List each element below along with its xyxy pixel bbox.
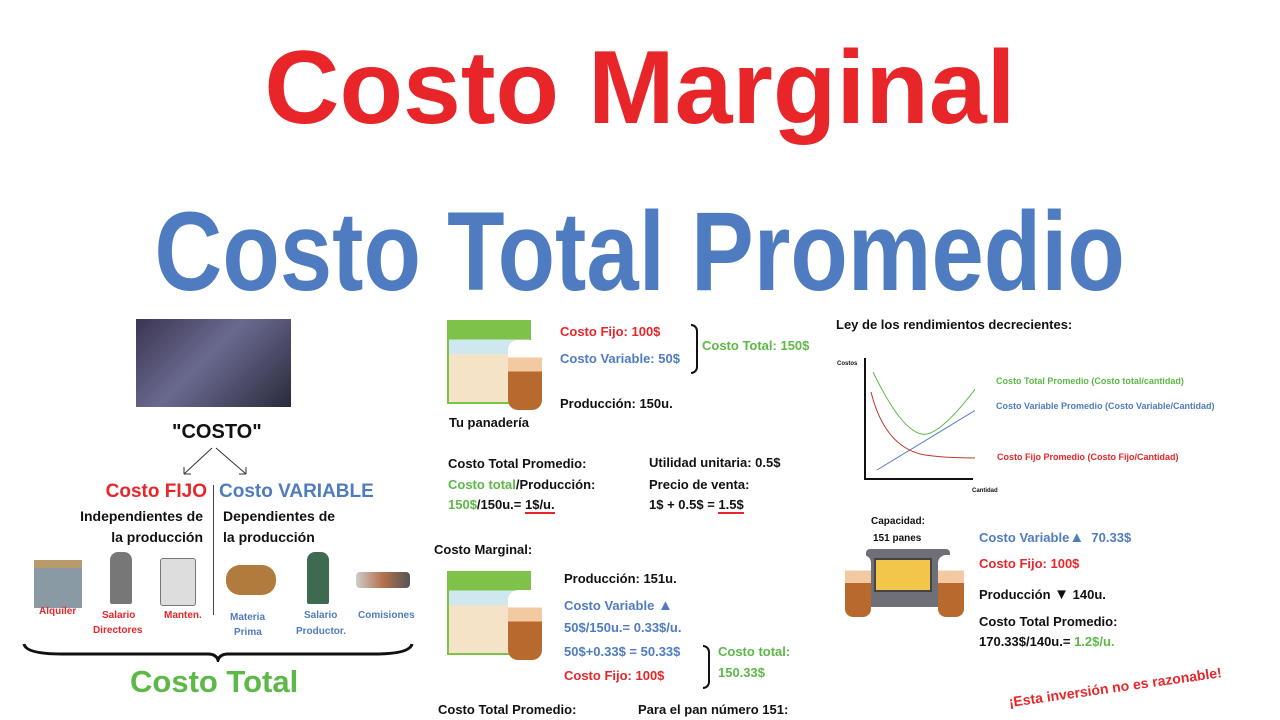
triangle-down-icon: ▼ <box>1054 586 1069 603</box>
costo-variable: Costo Variable: 50$ <box>560 351 680 366</box>
item-salario-productor: Productor. <box>296 626 347 637</box>
precio: Precio de venta: <box>649 477 750 492</box>
variable-desc: Dependientes de <box>223 508 336 524</box>
costo-total-label: Costo Total <box>130 664 299 699</box>
logs-icon <box>226 565 276 595</box>
triangle-up-icon: ▲ <box>1069 529 1085 546</box>
divider <box>213 485 214 615</box>
ctp-title: Costo Total Promedio: <box>979 614 1118 629</box>
legend-cfp: Costo Fijo Promedio (Costo Fijo/Cantidad… <box>997 452 1179 462</box>
store-icon <box>34 560 82 608</box>
costo-label: "COSTO" <box>172 421 262 443</box>
formula-part: Costo total <box>448 477 516 492</box>
fijo-desc: la producción <box>111 529 203 545</box>
brace <box>22 643 414 662</box>
item-salario-directores: Directores <box>93 625 143 636</box>
item-comisiones: Comisiones <box>358 610 415 621</box>
item-materia-prima: Materia <box>230 612 266 623</box>
produccion-down: Producción ▼ 140u. <box>979 586 1106 603</box>
item-salario-directores: Salario <box>102 610 136 621</box>
item-salario-productor: Salario <box>304 610 338 621</box>
photo <box>136 319 291 407</box>
formula-part: /150u.= <box>476 497 525 512</box>
chart-axes <box>864 358 973 480</box>
item-materia-prima: Prima <box>234 627 262 638</box>
title-costo-total-promedio-wrap: Costo Total Promedio <box>0 196 1280 308</box>
curve-ctp <box>872 371 975 435</box>
utilidad: Utilidad unitaria: 0.5$ <box>649 455 781 470</box>
title-costo-marginal: Costo Marginal <box>264 30 1016 146</box>
costo-total-2: 150.33$ <box>718 665 765 680</box>
costo-fijo-title: Costo FIJO <box>105 481 207 502</box>
item-alquiler: Alquiler <box>39 606 77 617</box>
formula-part: 170.33$/140u.= <box>979 634 1075 649</box>
triangle-up-icon: ▲ <box>657 597 673 614</box>
capacidad: 151 panes <box>873 533 922 544</box>
baker-icon <box>845 555 871 617</box>
worker-icon <box>307 552 329 604</box>
formula-part: /Producción: <box>515 477 596 492</box>
value: 140u. <box>1072 587 1106 602</box>
formula-result: 1$/u. <box>524 497 555 514</box>
var-formula: 50$+0.33$ = 50.33$ <box>564 644 681 659</box>
capacidad: Capacidad: <box>871 516 925 527</box>
shop-label: Tu panadería <box>449 415 529 430</box>
costo-fijo-2: Costo Fijo: 100$ <box>564 668 665 683</box>
curve-cvp <box>876 409 975 471</box>
costo-variable-title: Costo VARIABLE <box>219 481 374 502</box>
label: Costo Variable <box>564 598 655 613</box>
produccion: Producción: 150u. <box>560 396 673 411</box>
branch-arrows <box>183 447 247 475</box>
costo-total: Costo Total: 150$ <box>702 338 810 353</box>
ley-title: Ley de los rendimientos decrecientes: <box>836 317 1073 332</box>
costo-total-2: Costo total: <box>718 644 791 659</box>
warning-text: ¡Esta inversión no es razonable! <box>1007 664 1223 711</box>
formula-part: 1$ + 0.5$ = <box>649 497 719 512</box>
costo-variable-up: Costo Variable ▲ <box>564 597 673 614</box>
label: Costo Variable <box>979 530 1070 545</box>
baker-icon <box>508 340 542 410</box>
fijo-desc: Independientes de <box>80 508 203 524</box>
ctp-title: Costo Total Promedio: <box>448 456 587 471</box>
legend-ctp: Costo Total Promedio (Costo total/cantid… <box>996 376 1184 386</box>
title-costo-total-promedio: Costo Total Promedio <box>154 189 1126 314</box>
brace <box>691 324 698 374</box>
legend-cvp: Costo Variable Promedio (Costo Variable/… <box>996 401 1215 411</box>
chart-ylabel: Costos <box>837 361 858 367</box>
brace <box>703 645 710 689</box>
ctp-result: 150$/150u.= 1$/u. <box>448 497 555 514</box>
baker-icon <box>508 590 542 660</box>
ctp-formula: 170.33$/140u.= 1.2$/u. <box>979 634 1115 650</box>
value: 70.33$ <box>1091 530 1132 545</box>
precio-formula: 1$ + 0.5$ = 1.5$ <box>649 497 744 514</box>
costo-marginal-title: Costo Marginal: <box>434 542 533 557</box>
costo-fijo: Costo Fijo: 100$ <box>560 324 661 339</box>
formula-result: 1.2$/u. <box>1074 634 1115 649</box>
costo-variable-up: Costo Variable▲ 70.33$ <box>979 529 1131 546</box>
variable-desc: la producción <box>223 529 315 545</box>
produccion-151: Producción: 151u. <box>564 571 677 586</box>
businessman-icon <box>110 552 132 604</box>
baker-icon <box>938 555 964 617</box>
pan-151: Para el pan número 151: <box>638 702 789 717</box>
formula-part: 150$ <box>448 497 477 512</box>
cost-curves-chart <box>864 358 975 480</box>
curve-cfp <box>870 391 975 459</box>
label: Producción <box>979 587 1051 602</box>
oven-icon <box>866 549 950 607</box>
ctp-title-2: Costo Total Promedio: <box>438 702 577 717</box>
chart-xlabel: Cantidad <box>972 488 998 494</box>
ctp-formula: Costo total/Producción: <box>448 477 596 493</box>
var-formula: 50$/150u.= 0.33$/u. <box>564 620 682 635</box>
costo-fijo: Costo Fijo: 100$ <box>979 556 1080 571</box>
handshake-icon <box>356 572 410 588</box>
formula-result: 1.5$ <box>718 497 744 514</box>
washing-machine-icon <box>160 558 196 606</box>
item-manten: Manten. <box>164 610 202 621</box>
